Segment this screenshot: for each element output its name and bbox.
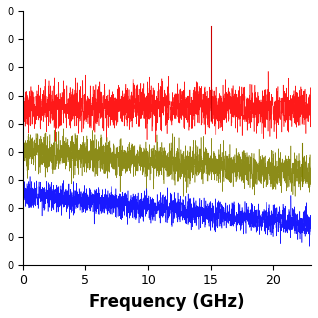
X-axis label: Frequency (GHz): Frequency (GHz): [89, 293, 245, 311]
